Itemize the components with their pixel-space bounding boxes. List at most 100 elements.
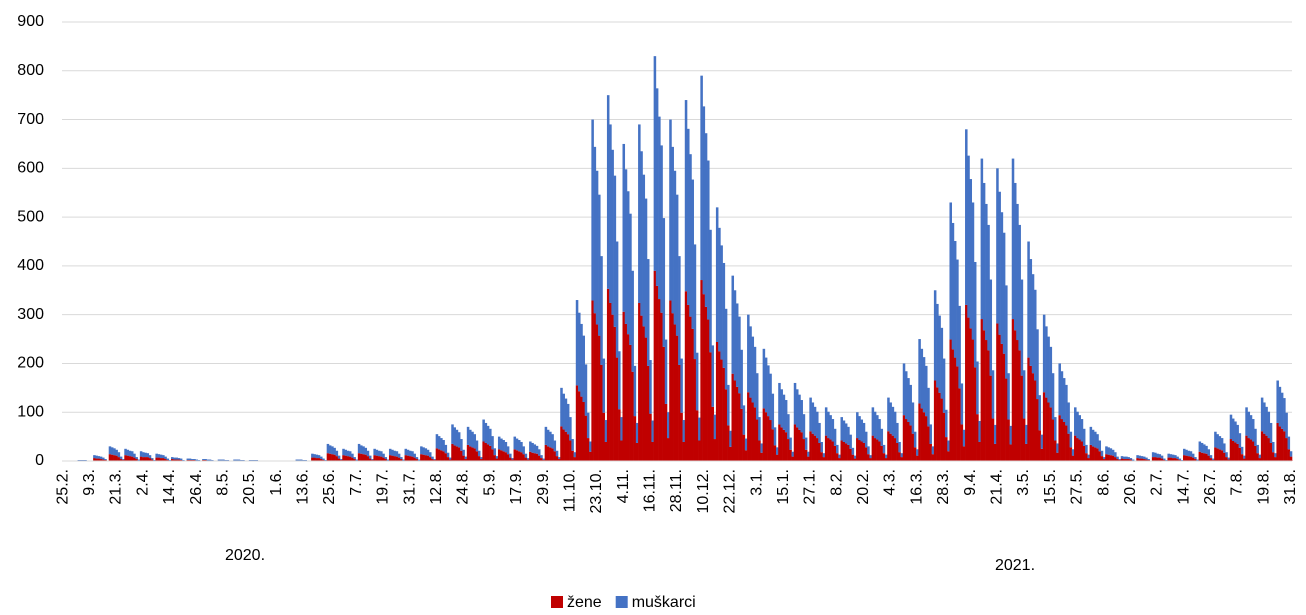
bar-segment — [1280, 428, 1284, 461]
bar-segment — [860, 419, 864, 442]
bar-segment — [842, 441, 846, 461]
bar-segment — [931, 454, 935, 461]
bar-segment — [1085, 444, 1088, 454]
bar-segment — [760, 443, 763, 453]
bar-segment — [1091, 446, 1095, 461]
bar-segment — [1056, 443, 1059, 453]
bar-segment — [377, 456, 381, 461]
bar-segment — [558, 459, 561, 461]
bar-segment — [985, 340, 988, 461]
bar-segment — [829, 415, 832, 440]
bar-segment — [1185, 455, 1188, 461]
bar-segment — [1209, 455, 1213, 459]
bar-segment — [1107, 454, 1110, 461]
bar-segment — [400, 457, 403, 460]
bar-segment — [1276, 422, 1279, 461]
bar-segment — [669, 119, 672, 301]
bar-segment — [620, 440, 623, 461]
bar-segment — [916, 449, 919, 456]
bar-segment — [660, 145, 663, 313]
bar-segment — [497, 449, 501, 461]
bar-segment — [99, 456, 103, 460]
bar-segment — [918, 403, 921, 461]
bar-segment — [989, 279, 993, 376]
bar-segment — [713, 414, 717, 440]
bar-segment — [1147, 459, 1150, 461]
bar-segment — [546, 446, 550, 461]
bar-segment — [869, 455, 872, 459]
bar-segment — [1018, 350, 1021, 461]
bar-segment — [1005, 285, 1008, 379]
bar-segment — [155, 453, 158, 458]
bar-segment — [618, 409, 621, 461]
bar-segment — [1007, 419, 1010, 461]
bar-segment — [1116, 459, 1119, 461]
bar-segment — [1214, 431, 1217, 448]
bar-segment — [1240, 454, 1244, 461]
bar-segment — [93, 455, 96, 459]
bar-segment — [495, 458, 499, 461]
bar-segment — [884, 454, 888, 459]
bar-segment — [1151, 457, 1155, 461]
bar-segment — [918, 339, 921, 404]
bar-segment — [1100, 450, 1104, 457]
bar-segment — [724, 308, 728, 390]
bar-segment — [1058, 363, 1061, 416]
bar-segment — [150, 459, 154, 461]
bar-segment — [933, 380, 937, 461]
bar-segment — [464, 459, 468, 461]
bar-segment — [102, 457, 105, 460]
bar-segment — [137, 459, 141, 461]
bar-segment — [889, 433, 892, 461]
bar-segment — [482, 441, 485, 461]
bar-segment — [1260, 431, 1264, 461]
bar-segment — [1040, 434, 1044, 449]
bar-segment — [1251, 419, 1255, 442]
bar-segment — [424, 455, 428, 461]
bar-segment — [782, 394, 786, 430]
bar-segment — [1087, 458, 1090, 461]
bar-segment — [989, 375, 993, 461]
bar-segment — [882, 444, 886, 454]
bar-segment — [586, 412, 590, 439]
bar-segment — [622, 311, 626, 461]
bar-segment — [299, 459, 303, 461]
bar-segment — [491, 436, 494, 450]
bar-segment — [575, 300, 579, 386]
bar-segment — [444, 453, 448, 461]
bar-segment — [535, 445, 539, 454]
bar-segment — [662, 218, 666, 347]
bar-segment — [1116, 456, 1119, 460]
bar-segment — [486, 425, 490, 445]
bar-segment — [682, 420, 686, 442]
bar-segment — [489, 428, 492, 446]
bar-segment — [833, 428, 837, 446]
bar-segment — [493, 455, 497, 461]
bar-segment — [827, 411, 830, 439]
bar-segment — [491, 449, 494, 461]
bar-segment — [769, 420, 772, 461]
bar-segment — [733, 380, 737, 461]
bar-segment — [504, 452, 508, 461]
bar-segment — [1016, 340, 1019, 461]
bar-segment — [453, 427, 456, 446]
bar-segment — [586, 438, 590, 461]
x-tick-label: 15.5. — [1042, 469, 1059, 505]
bar-segment — [744, 438, 748, 451]
bar-segment — [1258, 458, 1262, 461]
x-tick-label: 2.7. — [1149, 469, 1166, 496]
bar-segment — [987, 350, 990, 461]
bar-segment — [658, 116, 661, 300]
bar-segment — [97, 456, 101, 459]
bar-segment — [867, 454, 870, 461]
bar-segment — [600, 364, 603, 461]
bar-segment — [1076, 438, 1079, 461]
bar-segment — [404, 448, 408, 456]
bar-segment — [666, 412, 670, 439]
bar-segment — [856, 438, 859, 461]
x-tick-label: 3.5. — [1015, 469, 1032, 496]
bar-segment — [542, 458, 545, 461]
bar-segment — [876, 415, 879, 440]
bar-segment — [913, 447, 917, 461]
bar-segment — [408, 456, 412, 461]
